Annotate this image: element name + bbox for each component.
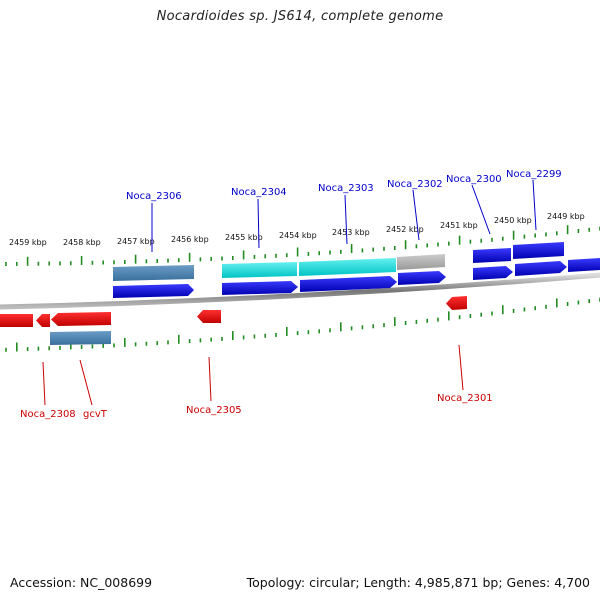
feature-cyan-b[interactable] — [299, 258, 396, 276]
forward-cds-edge-top[interactable] — [568, 258, 600, 272]
gene-label-noca-2306[interactable]: Noca_2306 — [126, 191, 182, 202]
reverse-cds-noca-2305[interactable] — [197, 310, 221, 323]
gene-label-noca-2303[interactable]: Noca_2303 — [318, 183, 374, 194]
reverse-cds-noca-2301[interactable] — [446, 296, 467, 310]
feature-track-outer — [113, 254, 445, 281]
reverse-cds-track — [0, 296, 467, 345]
forward-gene-labels: Noca_2306 Noca_2304 Noca_2303 Noca_2302 … — [126, 169, 562, 202]
scale-tick-label: 2450 kbp — [494, 216, 532, 225]
scale-tick-label: 2451 kbp — [440, 221, 478, 230]
scale-tick-label: 2456 kbp — [171, 235, 209, 244]
genome-backbone — [0, 272, 600, 310]
reverse-cds-gcvt[interactable] — [51, 312, 111, 326]
gene-label-noca-2300[interactable]: Noca_2300 — [446, 174, 502, 185]
scale-tick-label: 2449 kbp — [547, 212, 585, 221]
feature-steelblue-a[interactable] — [113, 265, 194, 281]
feature-steelblue-b[interactable] — [50, 331, 111, 345]
forward-cds-noca-2304[interactable] — [222, 281, 298, 295]
forward-cds-track — [113, 242, 600, 298]
scale-tick-label: 2457 kbp — [117, 237, 155, 246]
scale-ticks-forward — [5, 225, 600, 266]
gene-label-noca-2304[interactable]: Noca_2304 — [231, 187, 287, 198]
feature-cyan-a[interactable] — [222, 262, 297, 278]
gene-label-noca-2299[interactable]: Noca_2299 — [506, 169, 562, 180]
scale-tick-label: 2455 kbp — [225, 233, 263, 242]
gene-label-gcvt[interactable]: gcvT — [83, 409, 108, 420]
scale-tick-label: 2454 kbp — [279, 231, 317, 240]
forward-cds-lower-b[interactable] — [515, 261, 567, 276]
reverse-cds-edge[interactable] — [0, 314, 33, 327]
feature-gray[interactable] — [397, 254, 445, 270]
scale-tick-label: 2452 kbp — [386, 225, 424, 234]
label-leaders — [42, 179, 537, 406]
gene-label-noca-2308[interactable]: Noca_2308 — [20, 409, 76, 420]
gene-label-noca-2301[interactable]: Noca_2301 — [437, 393, 493, 404]
accession-text: Accession: NC_008699 — [10, 575, 153, 590]
genome-stats-text: Topology: circular; Length: 4,985,871 bp… — [246, 575, 590, 590]
forward-cds-noca-2303[interactable] — [300, 276, 397, 292]
scale-tick-label: 2459 kbp — [9, 238, 47, 247]
scale-ticks-reverse — [5, 297, 600, 352]
gene-label-noca-2302[interactable]: Noca_2302 — [387, 179, 443, 190]
scale-labels: 2459 kbp 2458 kbp 2457 kbp 2456 kbp 2455… — [9, 212, 585, 247]
forward-cds-noca-2300[interactable] — [473, 248, 511, 263]
forward-cds-lower-a[interactable] — [473, 266, 513, 280]
map-title: Nocardioides sp. JS614, complete genome — [156, 9, 444, 24]
forward-cds-noca-2306[interactable] — [113, 284, 194, 298]
reverse-gene-labels: Noca_2308 gcvT Noca_2305 Noca_2301 — [20, 393, 493, 420]
scale-tick-label: 2453 kbp — [332, 228, 370, 237]
reverse-cds-noca-2308[interactable] — [36, 314, 50, 327]
scale-tick-label: 2458 kbp — [63, 238, 101, 247]
forward-cds-noca-2299[interactable] — [513, 242, 564, 259]
gene-label-noca-2305[interactable]: Noca_2305 — [186, 405, 242, 416]
forward-cds-noca-2302[interactable] — [398, 271, 446, 285]
